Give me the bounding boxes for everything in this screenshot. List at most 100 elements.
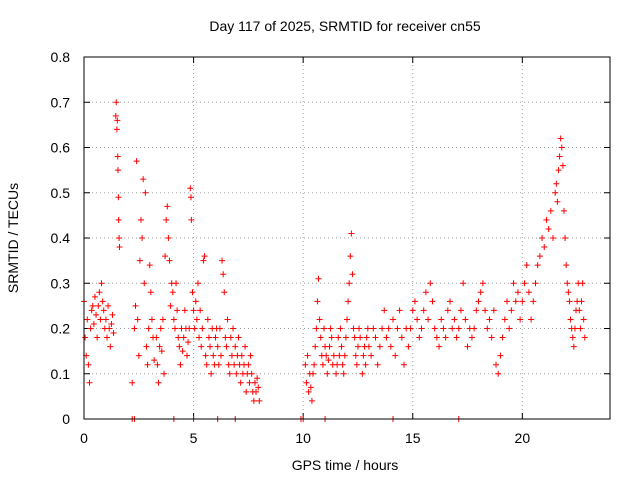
data-point: [493, 361, 500, 368]
y-tick-label: 0.1: [51, 366, 71, 382]
data-point: [559, 162, 566, 169]
data-point: [547, 207, 554, 214]
y-tick-label: 0.7: [51, 94, 71, 110]
data-point: [471, 325, 478, 332]
data-point: [566, 298, 573, 305]
data-point: [543, 216, 550, 223]
data-point: [556, 153, 563, 160]
data-point: [317, 334, 324, 341]
data-point: [219, 257, 226, 264]
data-point: [368, 352, 375, 359]
data-point: [226, 370, 233, 377]
data-point: [477, 289, 484, 296]
data-point: [414, 316, 421, 323]
data-point: [254, 375, 261, 382]
data-point: [208, 370, 215, 377]
y-axis-label: SRMTID / TECUs: [5, 183, 21, 293]
data-point: [411, 298, 418, 305]
data-point: [376, 343, 383, 350]
data-point: [142, 189, 149, 196]
data-point: [181, 307, 188, 314]
data-point: [106, 325, 113, 332]
data-point: [370, 325, 377, 332]
data-point: [553, 180, 560, 187]
data-point: [205, 334, 212, 341]
data-point: [349, 271, 356, 278]
data-point: [570, 343, 577, 350]
data-point: [365, 343, 372, 350]
data-point: [335, 334, 342, 341]
data-point: [222, 334, 229, 341]
data-point: [141, 280, 148, 287]
data-point: [484, 325, 491, 332]
data-point: [170, 316, 177, 323]
data-point: [102, 316, 109, 323]
x-tick-label: 10: [295, 430, 311, 446]
data-point: [512, 298, 519, 305]
data-point: [462, 316, 469, 323]
data-point: [91, 293, 98, 300]
data-point: [488, 334, 495, 341]
data-point: [136, 257, 143, 264]
data-point: [564, 280, 571, 287]
data-point: [360, 352, 367, 359]
data-point: [333, 370, 340, 377]
plot-frame: [83, 56, 611, 420]
data-point: [167, 302, 174, 309]
data-point: [455, 325, 462, 332]
data-point: [135, 352, 142, 359]
y-tick-label: 0: [62, 411, 70, 427]
data-point: [196, 334, 203, 341]
data-point: [508, 307, 515, 314]
data-point: [174, 307, 181, 314]
data-point: [225, 361, 232, 368]
data-point: [381, 307, 388, 314]
data-point: [248, 370, 255, 377]
data-point: [364, 325, 371, 332]
data-point: [464, 343, 471, 350]
data-point: [325, 357, 332, 364]
data-point: [165, 235, 172, 241]
data-point: [173, 280, 180, 287]
data-point: [114, 167, 121, 174]
data-point: [324, 370, 331, 377]
data-point: [328, 334, 335, 341]
data-point: [154, 361, 161, 368]
data-point: [314, 298, 321, 305]
data-point: [379, 325, 386, 332]
data-point: [204, 316, 211, 323]
data-point: [88, 307, 95, 314]
grid: [84, 57, 610, 419]
data-point: [140, 176, 147, 183]
data-point: [385, 325, 392, 332]
data-point: [220, 271, 227, 278]
data-point: [104, 334, 111, 341]
data-point: [251, 379, 258, 386]
data-point: [115, 216, 122, 223]
data-point: [171, 325, 178, 332]
data-point: [532, 280, 539, 287]
data-point: [202, 352, 209, 359]
data-point: [352, 352, 359, 359]
data-point: [451, 316, 458, 323]
data-point: [344, 316, 350, 323]
data-point: [96, 289, 103, 296]
data-point: [110, 330, 117, 337]
data-point: [562, 235, 569, 241]
data-point: [256, 397, 263, 404]
data-point: [409, 307, 416, 314]
data-point: [199, 325, 206, 332]
data-point: [303, 379, 310, 386]
scatter-points: [81, 99, 588, 422]
data-point: [114, 117, 121, 124]
data-point: [473, 307, 480, 314]
data-point: [490, 307, 497, 314]
data-point: [558, 144, 565, 151]
data-point: [133, 158, 140, 165]
data-point: [337, 325, 344, 332]
data-point: [442, 334, 449, 341]
data-point: [336, 352, 343, 359]
data-point: [346, 280, 353, 287]
data-point: [95, 302, 102, 309]
data-point: [158, 348, 165, 355]
